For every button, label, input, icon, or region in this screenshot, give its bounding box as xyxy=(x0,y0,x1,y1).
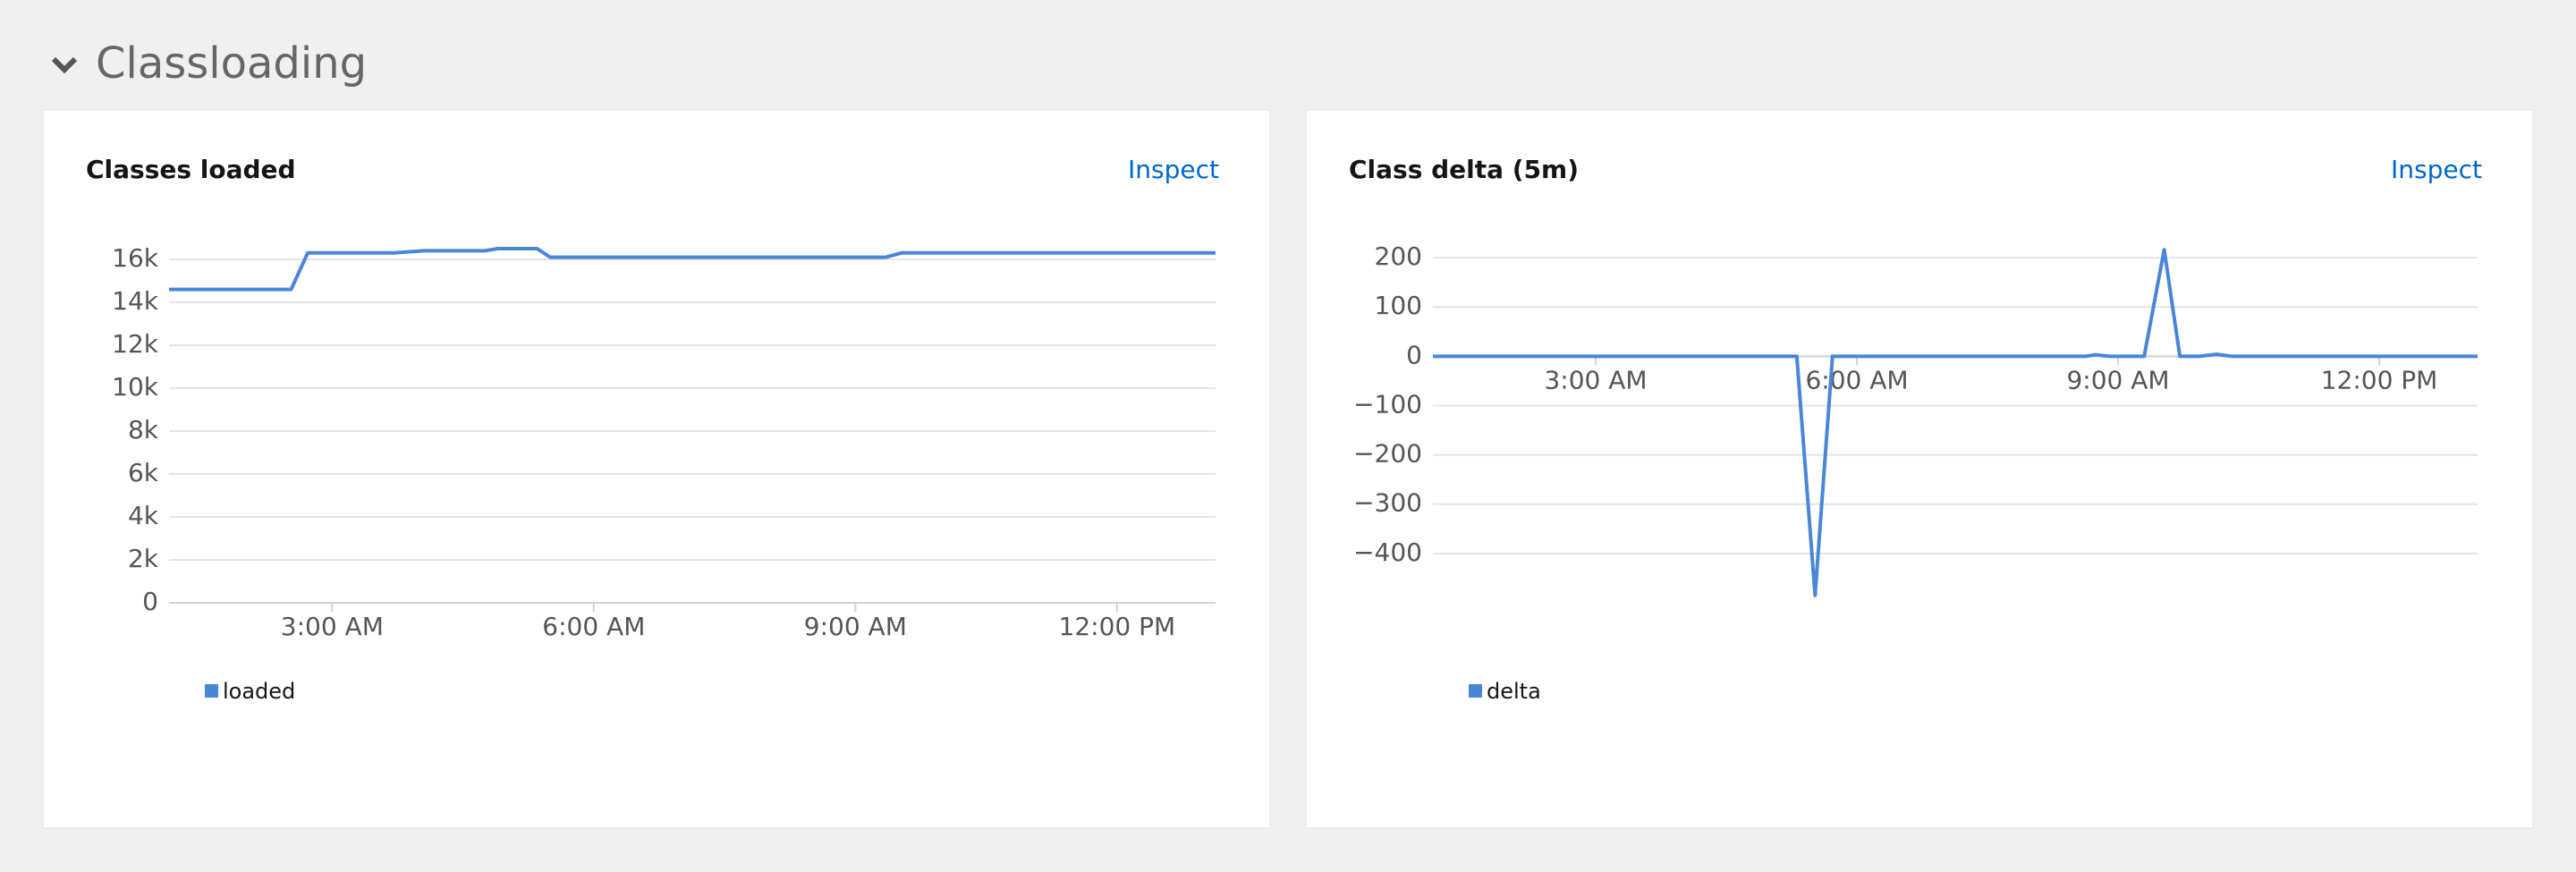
inspect-link[interactable]: Inspect xyxy=(2391,155,2482,184)
x-tick-label: 9:00 AM xyxy=(804,612,907,641)
data-line xyxy=(169,247,1216,292)
y-tick-label: 0 xyxy=(142,587,158,616)
legend-swatch xyxy=(205,684,218,698)
y-tick-label: 10k xyxy=(112,372,159,402)
y-tick-label: 6k xyxy=(128,458,159,487)
y-tick-label: 4k xyxy=(128,501,159,530)
y-tick-label: 0 xyxy=(1406,340,1422,369)
chart-title: Class delta (5m) xyxy=(1349,155,1579,184)
y-tick-label: −100 xyxy=(1353,389,1422,419)
y-tick-label: 2k xyxy=(128,544,159,573)
collapse-chevron[interactable] xyxy=(51,56,78,74)
data-line xyxy=(1433,248,2478,597)
x-tick-label: 12:00 PM xyxy=(2321,365,2438,394)
card xyxy=(42,109,1271,829)
legend-swatch xyxy=(1469,684,1482,698)
y-tick-label: −400 xyxy=(1353,538,1422,567)
y-tick-label: 8k xyxy=(128,415,159,444)
chart-title: Classes loaded xyxy=(86,155,296,184)
y-tick-label: 12k xyxy=(112,329,159,359)
y-tick-label: 16k xyxy=(112,243,159,273)
legend-label: delta xyxy=(1487,679,1541,704)
y-tick-label: −300 xyxy=(1353,488,1422,518)
x-tick-label: 9:00 AM xyxy=(2066,365,2169,394)
y-tick-label: 14k xyxy=(112,286,159,316)
card xyxy=(1305,109,2534,829)
y-tick-label: −200 xyxy=(1353,439,1422,469)
y-tick-label: 100 xyxy=(1375,291,1422,320)
y-tick-label: 200 xyxy=(1375,241,1422,271)
x-tick-label: 6:00 AM xyxy=(542,612,645,641)
inspect-link[interactable]: Inspect xyxy=(1128,155,1219,184)
section-title: Classloading xyxy=(96,38,367,89)
x-tick-label: 3:00 AM xyxy=(281,612,384,641)
x-tick-label: 6:00 AM xyxy=(1805,365,1908,394)
x-tick-label: 3:00 AM xyxy=(1544,365,1647,394)
legend-label: loaded xyxy=(223,679,295,704)
x-tick-label: 12:00 PM xyxy=(1059,612,1176,641)
